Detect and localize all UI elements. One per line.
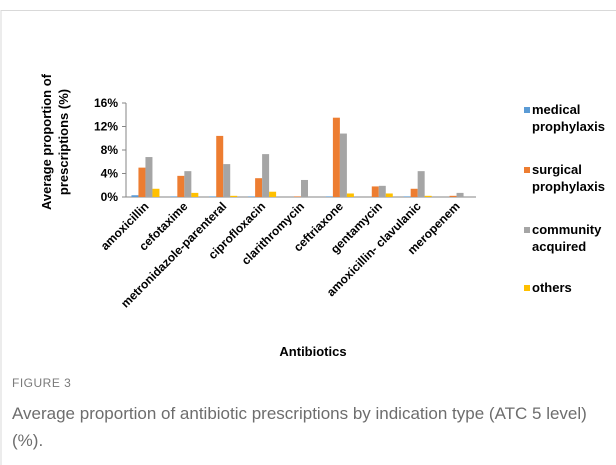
legend-swatch <box>524 227 530 233</box>
legend-label: others <box>532 280 572 295</box>
x-axis-title: Antibiotics <box>279 344 346 359</box>
bar <box>449 195 457 197</box>
bar <box>216 135 224 197</box>
bar <box>170 196 178 197</box>
legend-swatch <box>524 107 530 113</box>
y-tick-label: 12% <box>94 120 118 134</box>
caption: Average proportion of antibiotic prescri… <box>12 404 587 450</box>
bar <box>403 196 411 197</box>
bar <box>145 157 153 197</box>
y-tick-label: 16% <box>94 96 118 110</box>
bar <box>325 196 333 197</box>
legend-label: community acquired <box>532 222 602 254</box>
bar <box>410 188 418 197</box>
y-tick-label: 0% <box>101 190 119 204</box>
bar <box>223 164 231 197</box>
bar <box>294 196 301 197</box>
bar <box>230 195 238 197</box>
bar <box>248 196 256 197</box>
bar <box>131 195 139 197</box>
legend-swatch <box>524 167 530 173</box>
bar <box>177 175 185 197</box>
frame <box>0 10 616 465</box>
y-axis-title: Average proportion of prescriptions (%) <box>39 73 71 211</box>
bar <box>301 179 308 197</box>
bar <box>346 193 354 197</box>
legend-swatch <box>524 285 530 291</box>
y-tick-label: 4% <box>101 167 119 181</box>
bar <box>184 171 192 197</box>
y-tick-label: 8% <box>101 143 119 157</box>
bar <box>417 171 425 197</box>
bar <box>255 178 263 197</box>
bar <box>209 196 217 197</box>
legend-label: medical prophylaxis <box>532 102 605 134</box>
legend-label: surgical prophylaxis <box>532 162 605 194</box>
bar <box>378 185 386 197</box>
bar <box>332 117 340 197</box>
bar <box>456 192 464 197</box>
bar <box>339 133 347 197</box>
bar <box>269 191 277 197</box>
bar <box>371 186 379 197</box>
bar <box>262 154 270 197</box>
bar <box>385 193 393 197</box>
figure-label: FIGURE 3 <box>12 376 72 390</box>
bar <box>191 192 199 197</box>
bar <box>152 188 160 197</box>
bar <box>138 167 146 197</box>
bar <box>424 195 432 197</box>
